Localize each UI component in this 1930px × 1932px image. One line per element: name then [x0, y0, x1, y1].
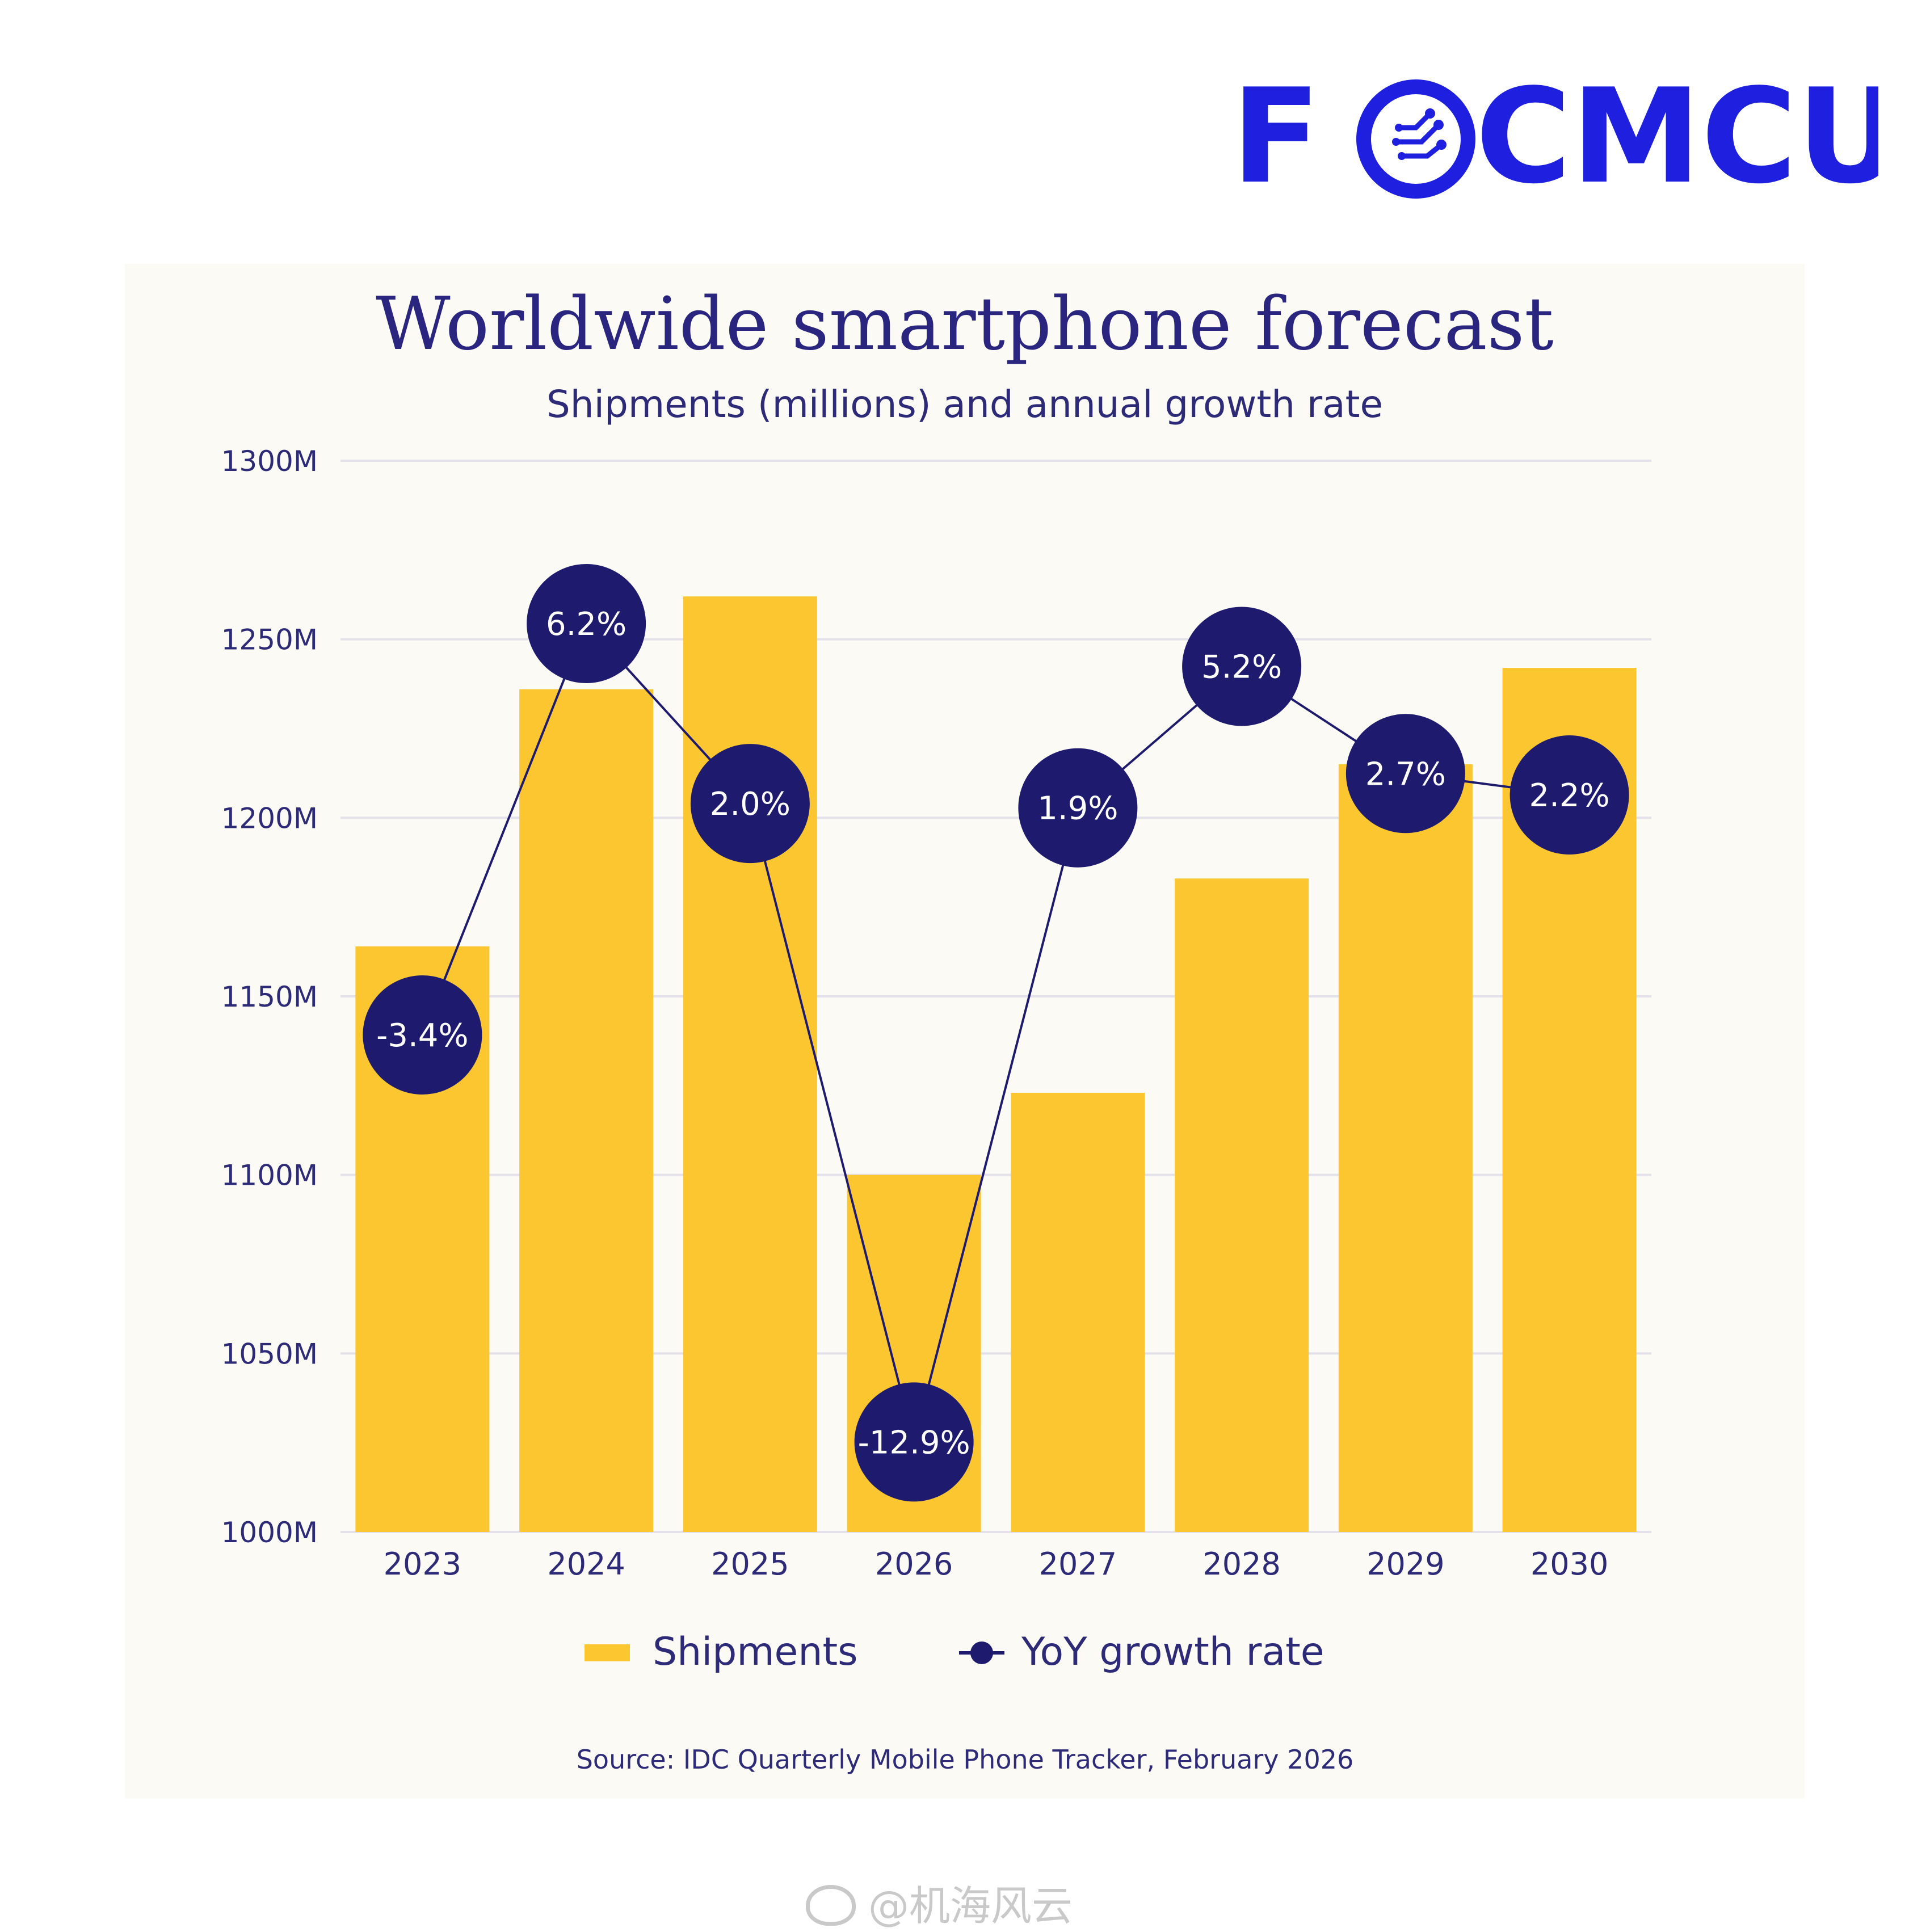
y-tick-label: 1200M [221, 802, 318, 835]
y-tick-label: 1250M [221, 624, 318, 656]
x-tick-label: 2025 [711, 1546, 789, 1582]
growth-marker-2029 [1345, 714, 1465, 834]
growth-markers: -3.4% 6.2% 2.0% -12.9% 1.9% 5.2% 2.7% 2.2% [363, 563, 1629, 1502]
gridlines: 1000M 1050M 1100M 1150M 1200M 1250M 1300M [221, 445, 1651, 1549]
growth-marker-2027 [1018, 748, 1138, 868]
circuit-o-icon [1356, 79, 1475, 199]
x-axis: 2023 2024 2025 2026 2027 2028 2029 2030 [384, 1546, 1609, 1582]
focmcu-logo: F CMCU [1231, 74, 1878, 199]
x-tick-label: 2029 [1366, 1546, 1444, 1582]
legend-marker-growth [970, 1641, 993, 1664]
growth-label: -3.4% [376, 1017, 468, 1054]
legend-label-growth: YoY growth rate [1021, 1630, 1324, 1674]
legend-swatch-shipments [585, 1644, 630, 1661]
logo-text-left: F [1231, 74, 1321, 199]
x-tick-label: 2030 [1530, 1546, 1608, 1582]
logo-text-right: CMCU [1475, 74, 1878, 199]
growth-marker-2023 [363, 975, 482, 1095]
growth-marker-2028 [1182, 607, 1302, 726]
chart-subtitle: Shipments (millions) and annual growth r… [546, 382, 1383, 426]
y-tick-label: 1050M [221, 1337, 318, 1370]
y-tick-label: 1150M [221, 980, 318, 1013]
growth-marker-2026 [854, 1382, 974, 1502]
growth-label: -12.9% [858, 1424, 970, 1461]
y-tick-label: 1000M [221, 1516, 318, 1549]
x-tick-label: 2028 [1202, 1546, 1280, 1582]
growth-label: 6.2% [546, 606, 626, 643]
y-tick-label: 1100M [221, 1159, 318, 1192]
y-tick-label: 1300M [221, 445, 318, 478]
watermark-text: @机海风云 [868, 1882, 1073, 1930]
x-tick-label: 2023 [384, 1546, 461, 1582]
bar-2024 [519, 689, 654, 1532]
legend: Shipments YoY growth rate [585, 1630, 1324, 1674]
weibo-icon [806, 1885, 856, 1926]
bar-2027 [1011, 1092, 1145, 1532]
growth-marker-2024 [527, 563, 646, 683]
growth-label: 2.0% [710, 786, 790, 823]
x-tick-label: 2026 [875, 1546, 953, 1582]
growth-label: 1.9% [1037, 790, 1118, 827]
source-note: Source: IDC Quarterly Mobile Phone Track… [576, 1744, 1354, 1775]
growth-label: 2.7% [1365, 756, 1446, 793]
growth-label: 2.2% [1529, 777, 1609, 814]
chart-title: Worldwide smartphone forecast [376, 282, 1554, 367]
legend-label-shipments: Shipments [653, 1630, 858, 1674]
growth-marker-2025 [690, 744, 810, 864]
x-tick-label: 2024 [547, 1546, 625, 1582]
watermark: @机海风云 [806, 1872, 1073, 1932]
bar-2029 [1338, 764, 1473, 1532]
x-tick-label: 2027 [1039, 1546, 1117, 1582]
growth-marker-2030 [1509, 735, 1629, 855]
growth-label: 5.2% [1201, 649, 1282, 685]
bar-2025 [683, 596, 817, 1532]
bar-2028 [1175, 878, 1309, 1532]
